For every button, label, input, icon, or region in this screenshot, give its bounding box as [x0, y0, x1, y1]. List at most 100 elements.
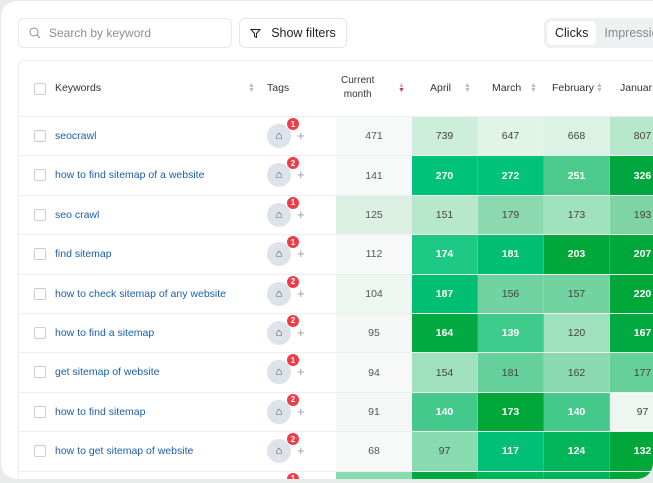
tag-icon[interactable]: ⌂ [267, 360, 291, 385]
month-value-cell: 181 [478, 235, 544, 274]
current-month-header[interactable]: Current month [341, 74, 374, 102]
month-value-cell: 151 [412, 195, 478, 235]
filter-icon [250, 28, 262, 38]
tag-icon[interactable]: ⌂ [267, 202, 291, 227]
month-value-cell: 167 [610, 313, 653, 353]
month-value-cell: 647 [478, 117, 544, 156]
month-value-cell [610, 471, 653, 479]
tag-icon[interactable]: ⌂ [267, 399, 291, 424]
month-value-cell: 173 [544, 195, 610, 235]
month-value-cell: 270 [412, 156, 478, 195]
month-value-cell: 807 [610, 117, 653, 156]
row-checkbox[interactable] [34, 445, 46, 458]
march-header[interactable]: March [492, 82, 522, 94]
keyword-link[interactable]: how to find sitemap [55, 405, 146, 418]
month-value-cell: 272 [478, 156, 544, 195]
tag-count-badge: 1 [287, 236, 299, 249]
select-all-checkbox[interactable] [34, 83, 46, 95]
impressions-tab[interactable]: Impressions [604, 26, 653, 40]
month-value-cell: 203 [544, 235, 610, 274]
month-value-cell: 162 [544, 353, 610, 392]
row-checkbox[interactable] [34, 169, 46, 182]
tag-count-badge: 1 [287, 472, 299, 479]
tag-icon[interactable]: ⌂ [267, 163, 291, 188]
month-value-cell: 154 [412, 353, 478, 392]
sort-icon[interactable]: ▲ ▼ [596, 82, 603, 94]
month-value-cell: 132 [610, 432, 653, 471]
tag-count-badge: 2 [287, 157, 299, 170]
month-value-cell [544, 471, 610, 479]
add-tag-icon[interactable]: + [297, 364, 305, 380]
month-value-cell: 157 [544, 274, 610, 313]
month-value-cell: 174 [412, 235, 478, 274]
january-header[interactable]: Januar [620, 82, 653, 94]
sort-desc-icon[interactable]: ▲ ▼ [398, 82, 405, 94]
month-value-cell: 177 [610, 353, 653, 392]
add-tag-icon[interactable]: + [297, 403, 305, 419]
tag-icon[interactable]: ⌂ [267, 242, 291, 267]
keywords-header[interactable]: Keywords [55, 82, 102, 94]
month-value-cell: 668 [544, 117, 610, 156]
month-value-cell: 139 [478, 313, 544, 353]
keyword-link[interactable]: how to find sitemap of a website [55, 169, 205, 182]
clicks-tab[interactable]: Clicks [547, 21, 597, 45]
row-checkbox[interactable] [34, 287, 46, 300]
month-value-cell: 97 [610, 392, 653, 432]
table-row: seocrawl ⌂ +1 471 739 647 668 807 [19, 117, 653, 157]
add-tag-icon[interactable]: + [297, 324, 305, 340]
table-row: how to get sitemap of website ⌂ +2 68 97 11… [19, 432, 653, 472]
tag-count-badge: 1 [287, 354, 299, 367]
row-checkbox[interactable] [34, 405, 46, 418]
keyword-link[interactable]: how to find a sitemap [55, 326, 155, 339]
month-value-cell: 97 [412, 432, 478, 471]
keywords-table: Keywords ▲ ▼ Tags Current month ▲ ▼ April ▲… [18, 60, 653, 479]
table-row: 1 [19, 471, 653, 479]
keyword-link[interactable]: how to check sitemap of any website [55, 287, 227, 300]
keyword-link[interactable]: how to get sitemap of website [55, 445, 194, 458]
row-checkbox[interactable] [34, 130, 46, 142]
add-tag-icon[interactable]: + [297, 128, 305, 143]
keyword-link[interactable]: seo crawl [55, 208, 100, 221]
sort-icon[interactable]: ▲ ▼ [464, 82, 471, 94]
current-month-cell: 125 [336, 195, 412, 235]
table-row: get sitemap of website ⌂ +1 94 154 181 162 17… [19, 353, 653, 393]
add-tag-icon[interactable]: + [297, 206, 305, 222]
show-filters-label: Show filters [271, 26, 336, 40]
tag-icon[interactable]: ⌂ [267, 320, 291, 345]
row-checkbox[interactable] [34, 366, 46, 379]
add-tag-icon[interactable]: + [297, 443, 305, 459]
tag-icon[interactable]: ⌂ [267, 281, 291, 306]
keyword-link[interactable]: get sitemap of website [55, 366, 160, 379]
tag-icon[interactable]: ⌂ [267, 124, 291, 148]
table-header: Keywords ▲ ▼ Tags Current month ▲ ▼ April ▲… [19, 61, 653, 117]
add-tag-icon[interactable]: + [297, 285, 305, 301]
month-value-cell: 181 [478, 353, 544, 392]
month-value-cell: 739 [412, 117, 478, 156]
row-checkbox[interactable] [34, 208, 46, 221]
month-value-cell: 124 [544, 432, 610, 471]
sort-icon[interactable]: ▲ ▼ [248, 82, 255, 94]
sort-icon[interactable]: ▲ ▼ [530, 82, 537, 94]
april-header[interactable]: April [430, 82, 452, 94]
add-tag-icon[interactable]: + [297, 246, 305, 262]
tag-icon[interactable]: ⌂ [267, 439, 291, 464]
current-month-cell: 471 [336, 117, 412, 156]
month-value-cell: 156 [478, 274, 544, 313]
keyword-link[interactable]: seocrawl [55, 130, 97, 142]
current-month-cell: 112 [336, 235, 412, 274]
tag-count-badge: 1 [287, 118, 299, 130]
search-box[interactable] [18, 18, 232, 48]
add-tag-icon[interactable]: + [297, 167, 305, 183]
month-value-cell: 187 [412, 274, 478, 313]
row-checkbox[interactable] [34, 326, 46, 339]
current-month-cell: 91 [336, 392, 412, 432]
current-month-cell: 94 [336, 353, 412, 392]
row-checkbox[interactable] [34, 248, 46, 261]
month-value-cell: 164 [412, 313, 478, 353]
search-input[interactable] [49, 26, 219, 40]
table-row: seo crawl ⌂ +1 125 151 179 173 193 [19, 195, 653, 236]
show-filters-button[interactable]: Show filters [239, 18, 347, 48]
february-header[interactable]: February [552, 82, 595, 94]
keyword-link[interactable]: find sitemap [55, 248, 112, 261]
